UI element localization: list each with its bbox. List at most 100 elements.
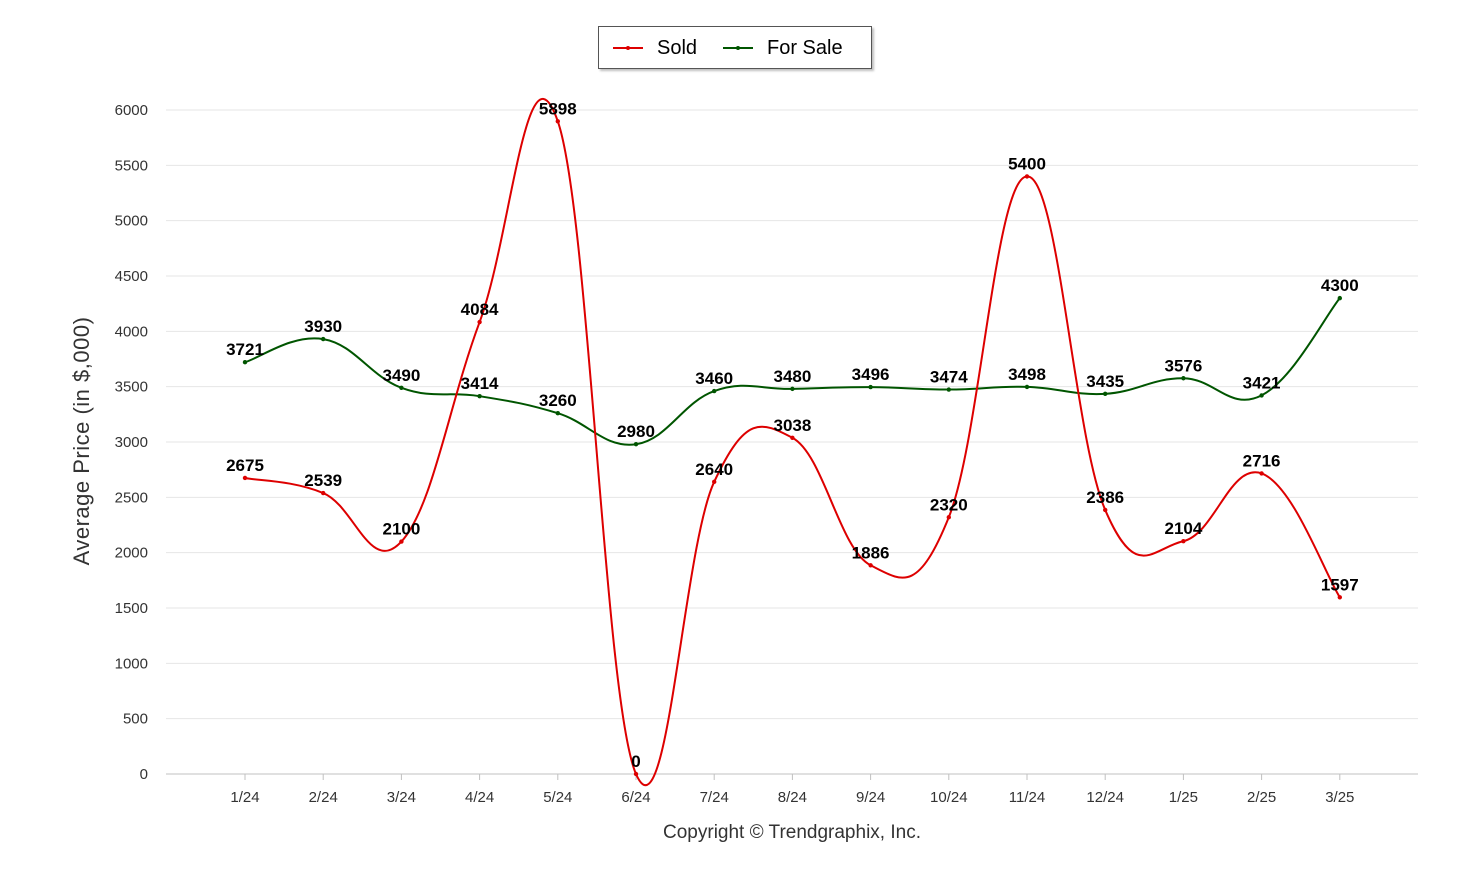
data-point-for-sale[interactable] [790, 386, 795, 392]
data-point-for-sale[interactable] [242, 360, 248, 365]
data-label-for-sale: 3460 [695, 369, 733, 388]
data-point-for-sale[interactable] [321, 336, 326, 342]
data-label-for-sale: 3480 [773, 367, 811, 386]
grid-lines [166, 109, 1418, 720]
data-label-for-sale: 3414 [461, 374, 499, 393]
data-label-for-sale: 3576 [1164, 356, 1202, 375]
copyright-text: Copyright © Trendgraphix, Inc. [663, 822, 921, 843]
data-label-sold: 2675 [226, 456, 264, 475]
data-point-for-sale[interactable] [633, 442, 639, 447]
legend-sold-swatch [613, 46, 643, 50]
data-label-for-sale: 4300 [1321, 276, 1359, 295]
y-tick-label: 5000 [115, 213, 148, 230]
data-point-sold[interactable] [1024, 174, 1030, 179]
data-point-for-sale[interactable] [1181, 376, 1186, 381]
data-point-sold[interactable] [555, 119, 560, 124]
data-label-sold: 3038 [773, 416, 811, 435]
data-point-for-sale[interactable] [1337, 295, 1343, 301]
x-tick-label: 11/24 [1009, 789, 1045, 806]
data-point-for-sale[interactable] [477, 393, 482, 399]
data-label-for-sale: 3260 [539, 391, 577, 410]
y-tick-label: 4500 [115, 268, 148, 285]
legend-for-sale-label: For Sale [767, 36, 843, 59]
data-point-sold[interactable] [399, 539, 404, 544]
data-label-for-sale: 3474 [930, 368, 968, 387]
data-label-sold: 2386 [1086, 488, 1124, 507]
data-label-sold: 5898 [539, 99, 577, 118]
data-label-sold: 2539 [304, 471, 342, 490]
y-tick-label: 500 [123, 711, 148, 728]
data-point-sold[interactable] [946, 515, 951, 520]
data-label-for-sale: 2980 [617, 422, 655, 441]
data-label-sold: 2716 [1243, 451, 1281, 470]
y-tick-label: 3000 [115, 434, 148, 451]
y-tick-label: 6000 [115, 102, 148, 119]
data-point-for-sale[interactable] [1259, 393, 1264, 398]
data-label-sold: 4084 [461, 300, 499, 319]
y-tick-label: 2000 [115, 545, 148, 562]
y-tick-label: 2500 [115, 489, 148, 506]
x-tick-label: 8/24 [778, 789, 807, 806]
data-point-sold[interactable] [868, 563, 873, 568]
x-tick-label: 2/25 [1247, 789, 1276, 806]
data-point-for-sale[interactable] [712, 388, 717, 394]
y-tick-label: 3500 [115, 379, 148, 396]
data-point-sold[interactable] [1259, 471, 1264, 476]
x-tick-label: 3/25 [1325, 789, 1354, 806]
x-tick-label: 2/24 [309, 789, 338, 806]
x-tick-label: 1/25 [1169, 789, 1198, 806]
data-point-sold[interactable] [633, 771, 639, 777]
y-tick-label: 0 [140, 766, 148, 783]
data-label-sold: 2640 [695, 460, 733, 479]
data-label-for-sale: 3930 [304, 317, 342, 336]
data-point-sold[interactable] [712, 479, 717, 485]
data-point-for-sale[interactable] [868, 384, 873, 390]
data-label-sold: 2104 [1164, 519, 1202, 538]
y-tick-label: 5500 [115, 157, 148, 174]
x-tick-label: 9/24 [856, 789, 885, 806]
x-tick-label: 3/24 [387, 789, 416, 806]
y-tick-label: 1000 [115, 655, 148, 672]
data-point-sold[interactable] [1103, 507, 1108, 513]
x-tick-label: 4/24 [465, 789, 494, 806]
x-tick-label: 12/24 [1086, 789, 1124, 806]
data-labels: 3721 3930 3490 3414 3260 2980 3460 3480 3496 3474… [226, 99, 1359, 771]
data-label-for-sale: 3435 [1086, 372, 1124, 391]
data-label-sold: 1886 [852, 543, 890, 562]
data-point-sold[interactable] [1181, 538, 1186, 544]
y-axis-title: Average Price (in $,000) [69, 316, 94, 566]
x-tick-label: 10/24 [930, 789, 968, 806]
data-point-sold[interactable] [321, 490, 326, 496]
data-point-for-sale[interactable] [946, 387, 951, 392]
x-tick-label: 7/24 [700, 789, 729, 806]
x-tick-label: 5/24 [543, 789, 572, 806]
data-label-for-sale: 3721 [226, 340, 264, 359]
legend-for-sale-swatch [723, 46, 753, 50]
data-point-for-sale[interactable] [555, 411, 560, 416]
data-label-sold: 5400 [1008, 154, 1046, 173]
data-label-for-sale: 3498 [1008, 365, 1046, 384]
data-label-for-sale: 3421 [1243, 373, 1281, 392]
x-tick-label: 1/24 [230, 789, 259, 806]
data-label-for-sale: 3490 [382, 366, 420, 385]
x-tick-label: 6/24 [621, 789, 650, 806]
series-lines [242, 98, 1343, 786]
legend-sold-label: Sold [657, 36, 698, 59]
data-point-for-sale[interactable] [1024, 384, 1030, 390]
data-point-for-sale[interactable] [399, 385, 404, 390]
y-tick-label: 1500 [115, 600, 148, 617]
data-point-sold[interactable] [790, 435, 795, 440]
data-point-sold[interactable] [1337, 595, 1343, 600]
y-tick-label: 4000 [115, 323, 148, 340]
axes: 0 500 1000 1500 2000 2500 3000 3500 4000 4500 5000… [115, 102, 1418, 806]
series-line-sold [244, 98, 1341, 786]
legend-item-sold[interactable]: Sold [613, 37, 697, 59]
data-label-sold: 1597 [1321, 575, 1359, 594]
data-label-sold: 2320 [930, 495, 968, 514]
data-label-for-sale: 3496 [852, 365, 890, 384]
data-point-sold[interactable] [477, 319, 482, 325]
legend-item-for-sale[interactable]: For Sale [723, 37, 843, 59]
data-point-for-sale[interactable] [1103, 391, 1108, 397]
data-point-sold[interactable] [242, 475, 248, 481]
data-label-sold: 0 [631, 752, 640, 771]
